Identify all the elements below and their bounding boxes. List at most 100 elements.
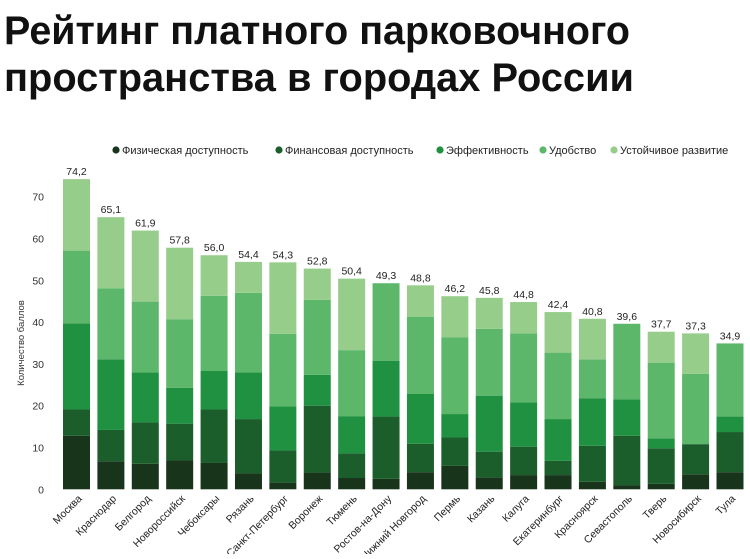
bar-segment [613,323,641,400]
y-tick-label: 10 [32,443,44,455]
bar-total-label: 46,2 [445,283,466,295]
bar-segment [406,443,434,473]
bar-segment [338,453,366,479]
bar-segment [613,399,641,436]
bar-segment [372,416,400,479]
bar-stack: 34,9 Тула [714,330,744,518]
bar-segment [647,331,675,363]
bar-segment [97,359,125,430]
x-category-label: Рязань [224,493,257,526]
bar-segment [716,472,744,490]
bar-segment [406,393,434,444]
bar-total-label: 50,4 [341,266,362,278]
bar-segment [578,445,606,482]
bar-segment [647,448,675,484]
bar-segment [338,478,366,490]
legend-label: Финансовая доступность [285,145,414,157]
bar-segment [578,481,606,490]
bar-segment [406,285,434,317]
bar-segment [578,398,606,446]
bar-segment [406,472,434,490]
bar-total-label: 37,7 [651,319,672,331]
y-tick-label: 0 [38,484,44,496]
bar-segment [544,419,572,461]
bar-segment [475,477,503,490]
bar-total-label: 57,8 [169,235,190,247]
bar-segment [682,333,710,374]
bar-segment [269,406,297,451]
bar-segment [303,268,331,300]
x-category-label: Пермь [432,493,463,524]
bar-segment [166,319,194,388]
bar-segment [338,350,366,417]
bar-segment [475,451,503,478]
bar-segment [131,463,159,490]
x-category-label: Тула [714,493,739,518]
legend-label: Удобство [549,145,596,157]
bar-segment [578,359,606,399]
legend-marker [539,146,547,154]
legend-marker [275,146,283,154]
bar-total-label: 54,3 [273,249,294,261]
bar-segment [544,475,572,490]
bar-total-label: 37,3 [685,320,706,332]
bar-segment [166,423,194,461]
bar-segment [131,301,159,373]
bar-segment [510,333,538,403]
bar-total-label: 54,4 [238,249,259,261]
bars: 74,2Москва65,1Краснодар61,9Белгород57,8Н… [51,166,744,559]
bar-segment [441,437,469,466]
bar-segment [303,374,331,406]
bar-segment [475,395,503,452]
bar-segment [166,247,194,320]
y-tick-label: 20 [32,401,44,413]
bar-segment [510,302,538,334]
bar-segment [97,429,125,462]
bar-segment [97,461,125,490]
bar-segment [613,485,641,490]
bar-segment [510,475,538,490]
legend-marker [610,146,618,154]
y-axis-ticks: 0 10 20 30 40 50 60 70 [32,192,44,497]
bar-total-label: 40,8 [582,306,603,318]
bar-segment [131,372,159,423]
y-tick-label: 50 [32,275,44,287]
bar-segment [647,483,675,490]
bar-segment [372,478,400,490]
bar-segment [647,362,675,439]
legend-marker [112,146,120,154]
y-tick-label: 70 [32,192,44,204]
bar-total-label: 61,9 [135,218,156,230]
y-axis-label: Количество баллов [16,300,27,386]
bar-total-label: 56,0 [204,242,225,254]
bar-segment [682,474,710,490]
bar-total-label: 34,9 [720,330,741,342]
bar-stack: 46,2 Пермь [432,283,469,524]
bar-segment [234,473,262,490]
bar-segment [234,292,262,373]
bar-segment [544,352,572,420]
legend-label: Эффективность [446,145,529,157]
bar-segment [234,261,262,293]
bar-stack: 44,8 Калуга [500,289,538,525]
bar-segment [372,360,400,417]
bar-segment [303,472,331,490]
bar-segment [303,299,331,375]
bar-segment [441,337,469,415]
bar-segment [234,419,262,474]
bar-segment [372,283,400,361]
bar-segment [338,416,366,454]
bar-segment [269,333,297,407]
chart-title-line-2: пространства в городах России [4,56,634,100]
bar-segment [303,405,331,473]
bar-total-label: 42,4 [548,299,569,311]
y-tick-label: 60 [32,234,44,246]
bar-segment [441,296,469,338]
bar-total-label: 74,2 [66,166,87,178]
bar-stack: 37,7 Тверь [641,319,675,522]
bar-total-label: 49,3 [376,270,397,282]
bar-segment [716,432,744,473]
chart-title-line-1: Рейтинг платного парковочного [4,9,630,53]
bar-segment [200,371,228,410]
